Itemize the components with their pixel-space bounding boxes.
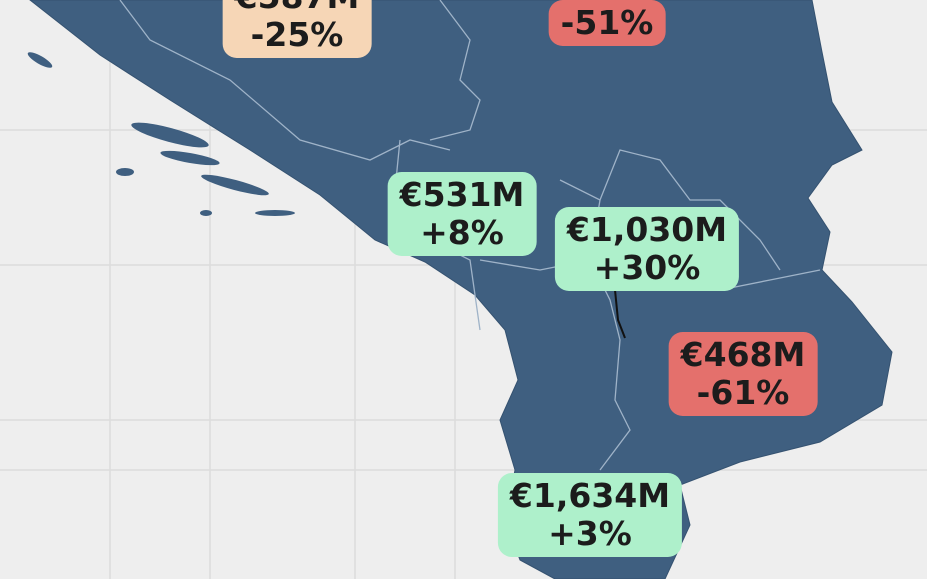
change: +3% [548, 514, 632, 553]
change: +8% [420, 213, 504, 252]
change: -25% [250, 15, 344, 54]
change: +30% [593, 248, 701, 287]
region-label: €1,634M +3% [497, 473, 683, 557]
region-label: -51% [548, 0, 666, 46]
region-label: €1,030M +30% [554, 207, 740, 291]
amount: €1,030M [566, 210, 728, 249]
amount: €531M [399, 175, 525, 214]
change: -61% [696, 373, 790, 412]
region-label: €587M -25% [222, 0, 372, 58]
islands [27, 52, 295, 216]
region-label: €531M +8% [387, 172, 537, 256]
amount: €587M [235, 0, 360, 16]
land [29, 0, 893, 579]
change: -51% [560, 3, 654, 42]
amount: €1,634M [509, 476, 671, 515]
amount: €468M [680, 335, 806, 374]
region-label: €468M -61% [668, 332, 818, 416]
